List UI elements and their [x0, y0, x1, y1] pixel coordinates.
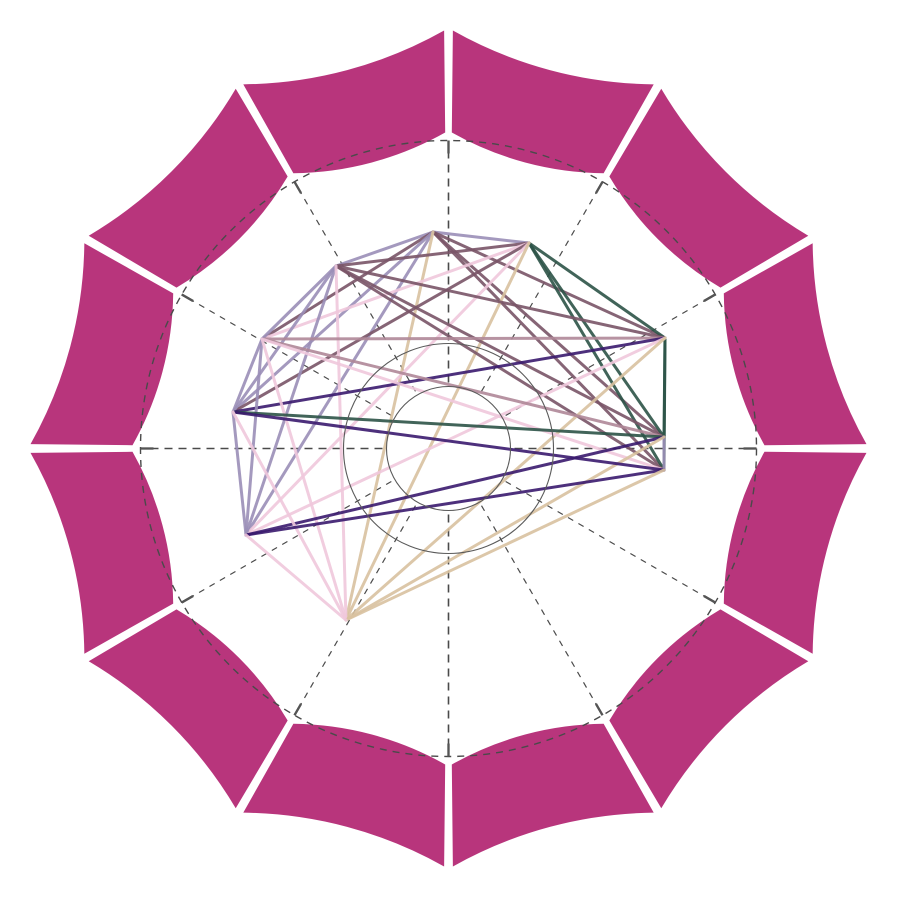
- aspect-line-conjunction: [334, 230, 435, 268]
- aspect-line-opposition: [244, 468, 666, 537]
- aspect-line-square: [334, 241, 531, 268]
- aspect-line-trine: [527, 241, 666, 439]
- aspect-line-sextile: [260, 241, 531, 341]
- zodiac-sector-lion[interactable]: [609, 88, 809, 288]
- degree-tick: [595, 703, 604, 716]
- zodiac-sector-sagittaire[interactable]: [451, 723, 654, 867]
- house-cusp-spoke-2: [181, 293, 392, 417]
- aspect-line-trine: [231, 410, 666, 439]
- aspect-line-conjunction: [231, 337, 264, 414]
- aspect-line-conjunction: [260, 264, 338, 341]
- zodiac-sector-gémeaux[interactable]: [243, 30, 446, 174]
- aspect-line-quincunx: [344, 336, 667, 622]
- zodiac-band-group: [30, 30, 867, 867]
- degree-tick: [181, 595, 194, 604]
- aspect-line-quincunx: [344, 468, 666, 622]
- house-cusp-spoke-9: [480, 505, 604, 716]
- aspect-line-conjunction: [231, 230, 435, 414]
- aspect-line-conjunction: [244, 264, 338, 537]
- degree-tick: [293, 703, 302, 716]
- aspect-line-quincunx: [344, 230, 435, 622]
- aspect-line-square: [334, 264, 666, 439]
- zodiac-sector-scorpion[interactable]: [609, 609, 809, 809]
- aspect-line-sextile: [244, 533, 348, 622]
- aspect-line-square: [334, 264, 667, 340]
- degree-tick: [293, 181, 302, 194]
- zodiac-sector-verseau[interactable]: [88, 609, 288, 809]
- house-cusp-spoke-5: [480, 181, 604, 392]
- degree-tick-group: [140, 140, 757, 757]
- aspect-line-quincunx: [344, 435, 666, 622]
- aspect-line-semisextile: [260, 336, 667, 341]
- house-cusp-spoke-8: [505, 480, 716, 604]
- aspect-line-square: [431, 230, 667, 340]
- zodiac-sector-balance[interactable]: [723, 451, 867, 654]
- degree-tick: [595, 181, 604, 194]
- zodiac-sector-vierge[interactable]: [723, 243, 867, 446]
- aspect-line-sextile: [260, 337, 666, 472]
- house-ring-outer: [342, 342, 555, 555]
- inner-house-rings-group: [342, 342, 555, 555]
- aspect-line-trine: [527, 241, 667, 340]
- aspect-line-group: [231, 230, 667, 622]
- zodiac-sector-capricorne[interactable]: [243, 723, 446, 867]
- degree-tick: [703, 595, 716, 604]
- aspect-line-sextile: [334, 264, 348, 622]
- house-ring-inner: [385, 385, 512, 512]
- zodiac-sector-taureau[interactable]: [88, 88, 288, 288]
- degree-tick: [703, 293, 716, 302]
- zodiac-sector-bélier[interactable]: [30, 243, 174, 446]
- aspect-line-square: [431, 230, 666, 472]
- aspect-line-square: [334, 264, 666, 472]
- house-cusp-spoke-3: [293, 181, 417, 392]
- zodiac-sector-poissons[interactable]: [30, 451, 174, 654]
- aspect-line-conjunction: [231, 410, 248, 537]
- aspect-line-opposition: [231, 410, 666, 472]
- aspect-line-quincunx: [344, 241, 531, 622]
- aspect-line-conjunction: [244, 337, 264, 537]
- aspect-line-opposition: [244, 435, 666, 537]
- aspect-line-sextile: [244, 336, 667, 537]
- house-cusp-spoke-12: [181, 480, 392, 604]
- aspect-line-conjunction: [431, 230, 531, 245]
- aspect-line-opposition: [231, 336, 667, 414]
- degree-tick: [181, 293, 194, 302]
- zodiac-sector-cancer[interactable]: [451, 30, 654, 174]
- aspect-line-square: [231, 241, 531, 414]
- aspect-line-sextile: [231, 410, 348, 622]
- aspect-line-sextile: [260, 337, 348, 622]
- aspect-line-square: [260, 230, 435, 341]
- aspect-line-sextile: [244, 241, 531, 537]
